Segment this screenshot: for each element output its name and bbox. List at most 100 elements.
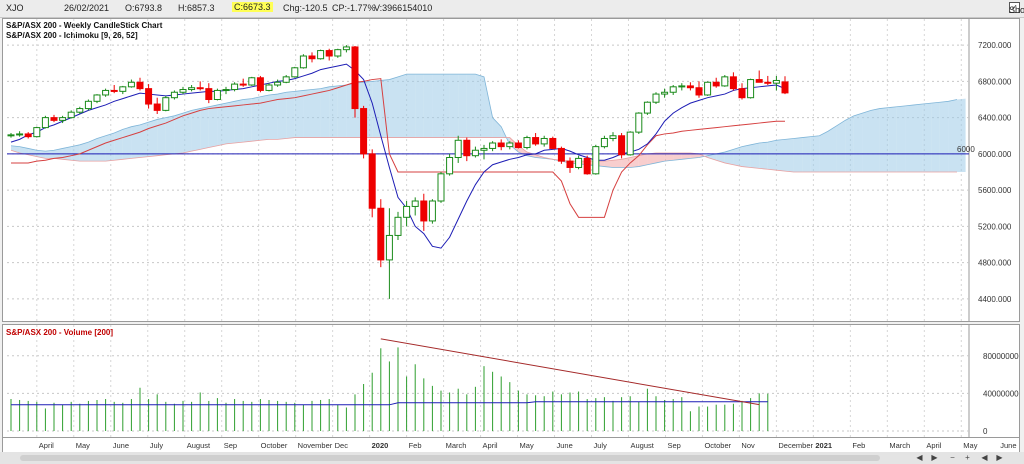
bearish-candle (532, 137, 540, 145)
bullish-candle (609, 135, 617, 139)
bullish-cloud-segment (406, 74, 416, 138)
bullish-candle (454, 139, 462, 158)
bullish-candle (16, 133, 24, 136)
last-icon[interactable]: ▶ (996, 453, 1003, 462)
zoom-out-icon[interactable]: − (950, 453, 955, 462)
bullish-candle (93, 94, 101, 102)
volume-value: V:3966154010 (374, 3, 433, 13)
navigation-bar: ◀ ▶ − + ◀ ▶ (0, 452, 1024, 464)
bullish-cloud-segment (828, 125, 837, 172)
bullish-cloud-segment (466, 74, 476, 138)
scroll-right-icon[interactable]: ▶ (931, 453, 938, 462)
checkbox-icon[interactable]: ✓ (1009, 2, 1020, 13)
bullish-cloud-segment (389, 76, 398, 138)
bullish-cloud-segment (294, 90, 304, 138)
bullish-candle (592, 146, 600, 175)
time-axis-label: April (482, 441, 498, 450)
time-axis-label: April (926, 441, 942, 450)
bullish-cloud-segment (441, 74, 450, 138)
bearish-cloud-segment (656, 152, 665, 163)
bullish-cloud-segment (845, 115, 854, 172)
bearish-candle (738, 88, 746, 99)
time-axis-label: July (149, 441, 164, 450)
scrollbar-thumb[interactable] (20, 455, 880, 461)
bearish-candle (24, 133, 32, 138)
volume-chart[interactable]: 8000000000 4000000000 0 (3, 325, 1019, 437)
bullish-cloud-segment (165, 115, 175, 155)
bearish-candle (463, 139, 471, 157)
bullish-candle (506, 142, 514, 148)
bearish-candle (712, 81, 720, 87)
bullish-cloud-segment (398, 74, 407, 138)
volume-moving-average-line (11, 401, 768, 406)
bullish-cloud-segment (948, 99, 957, 172)
bullish-cloud-segment (105, 133, 115, 162)
bullish-candle (33, 127, 41, 138)
bullish-cloud-segment (243, 98, 252, 143)
bullish-candle (282, 76, 290, 83)
show-last-toggle[interactable]: ✓ Show Last (1009, 2, 1024, 15)
time-axis-label: March (445, 441, 467, 450)
bullish-candle (403, 205, 411, 218)
bullish-cloud-segment (277, 92, 287, 140)
bullish-cloud-segment (733, 146, 742, 167)
fit-icon[interactable]: ◀ (981, 453, 988, 462)
zoom-in-icon[interactable]: + (965, 453, 970, 462)
senkou-span-b-line (10, 137, 957, 173)
bullish-cloud-segment (785, 138, 794, 172)
bullish-cloud-segment (122, 126, 132, 160)
scroll-left-icon[interactable]: ◀ (916, 453, 923, 462)
bearish-candle (695, 87, 703, 96)
bullish-cloud-segment (97, 135, 106, 162)
bearish-candle (497, 142, 505, 148)
bullish-cloud-segment (71, 144, 80, 162)
bullish-cloud-segment (269, 94, 278, 140)
candlestick-chart[interactable]: 7200.000 6800.000 6400.000 6000.000 5600.000… (3, 19, 1019, 321)
bullish-candle (342, 46, 350, 51)
bullish-candle (41, 117, 49, 129)
bullish-candle (119, 86, 127, 92)
time-axis-label: Sep (667, 441, 681, 450)
bullish-cloud-segment (174, 113, 183, 154)
bullish-cloud-segment (114, 129, 123, 161)
bullish-candle (721, 76, 729, 87)
bullish-cloud-segment (724, 149, 734, 165)
bearish-candle (110, 89, 118, 92)
time-axis-label: June (1000, 441, 1017, 450)
time-axis-label: May (75, 441, 90, 450)
high-value: H:6857.3 (178, 3, 215, 13)
volume-chart-pane[interactable]: S&P/ASX 200 - Volume [200] 8000000000 400… (2, 324, 1020, 438)
time-axis: April May June July August Sep October November… (2, 437, 1020, 453)
bullish-candle (170, 91, 178, 99)
bearish-candle (196, 87, 204, 90)
bullish-cloud-segment (492, 117, 502, 138)
bullish-cloud-segment (234, 99, 244, 143)
bullish-candle (626, 131, 634, 156)
bearish-cloud-segment (638, 153, 648, 167)
ticker-label: XJO (6, 3, 24, 13)
bullish-candle (7, 134, 15, 137)
time-axis-label: April (38, 441, 54, 450)
bullish-cloud-segment (905, 104, 914, 172)
bullish-cloud-segment (286, 91, 295, 139)
bullish-candle (274, 81, 282, 86)
time-axis-label: December (778, 441, 813, 450)
bullish-candle (59, 117, 67, 121)
bullish-cloud-segment (183, 110, 192, 153)
bearish-candle (686, 85, 694, 89)
bullish-cloud-segment (432, 74, 441, 138)
bearish-cloud-segment (613, 159, 622, 168)
bearish-candle (256, 77, 264, 91)
bearish-candle (729, 76, 737, 90)
show-last-label: Show Last (1009, 5, 1024, 15)
bullish-candle (678, 85, 686, 88)
bearish-candle (351, 46, 359, 110)
price-chart-pane[interactable]: S&P/ASX 200 - Weekly CandleStick Chart S… (2, 18, 1020, 322)
volume-tick-label: 8000000000 (983, 352, 1019, 361)
bearish-candle (368, 153, 376, 209)
bullish-cloud-segment (200, 106, 209, 150)
bearish-cloud-segment (604, 160, 613, 168)
bullish-cloud-segment (742, 144, 751, 168)
time-axis-label: 2021 (815, 441, 833, 450)
bearish-cloud-segment (673, 152, 682, 161)
